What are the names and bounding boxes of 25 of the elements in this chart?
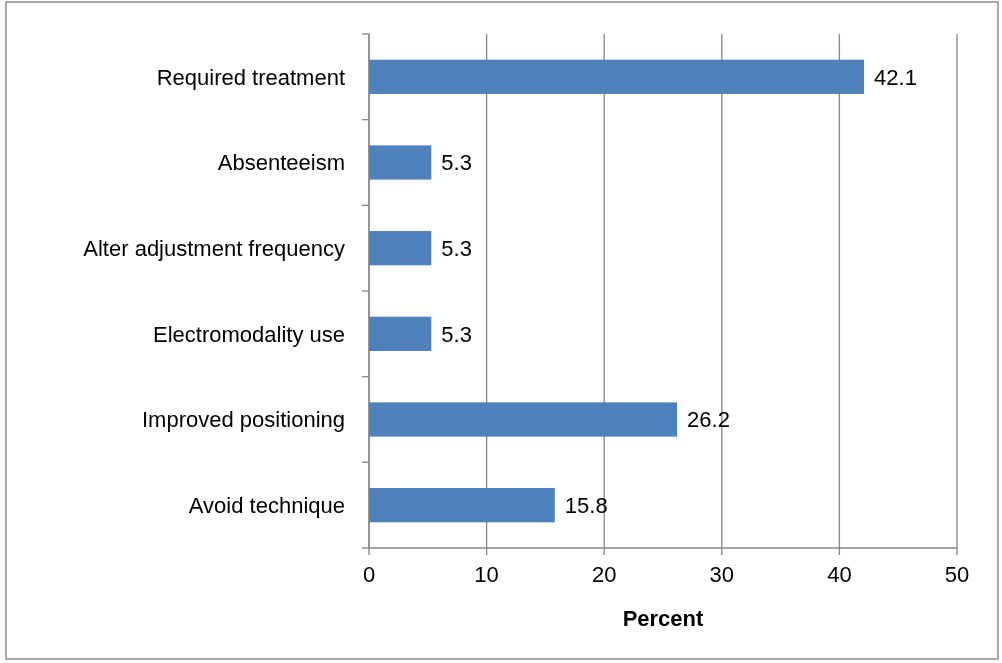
y-tick-label: Improved positioning	[141, 407, 345, 433]
bar	[369, 488, 555, 523]
x-tick-label: 0	[362, 562, 376, 587]
bar	[369, 402, 678, 437]
bar	[369, 59, 865, 94]
y-tick-label: Required treatment	[156, 64, 345, 90]
y-tick-label: Avoid technique	[188, 492, 345, 518]
y-tick-label: Electromodality use	[153, 321, 345, 347]
x-tick-label: 20	[591, 562, 617, 587]
data-label: 5.3	[441, 150, 472, 176]
y-tick-label: Alter adjustment frequency	[83, 235, 345, 261]
x-tick-label: 40	[827, 562, 852, 587]
bar	[369, 316, 432, 351]
bar	[369, 231, 432, 266]
bar	[369, 145, 432, 180]
y-tick-label: Absenteeism	[217, 150, 345, 176]
x-tick-label: 50	[944, 562, 970, 587]
data-label: 15.8	[564, 492, 608, 518]
x-axis-title: Percent	[622, 606, 705, 631]
data-label: 5.3	[441, 235, 472, 261]
data-label: 5.3	[441, 321, 472, 347]
data-label: 42.1	[874, 64, 917, 90]
data-label: 26.2	[687, 407, 730, 433]
x-tick-label: 30	[709, 562, 735, 587]
x-tick-label: 10	[474, 562, 499, 587]
